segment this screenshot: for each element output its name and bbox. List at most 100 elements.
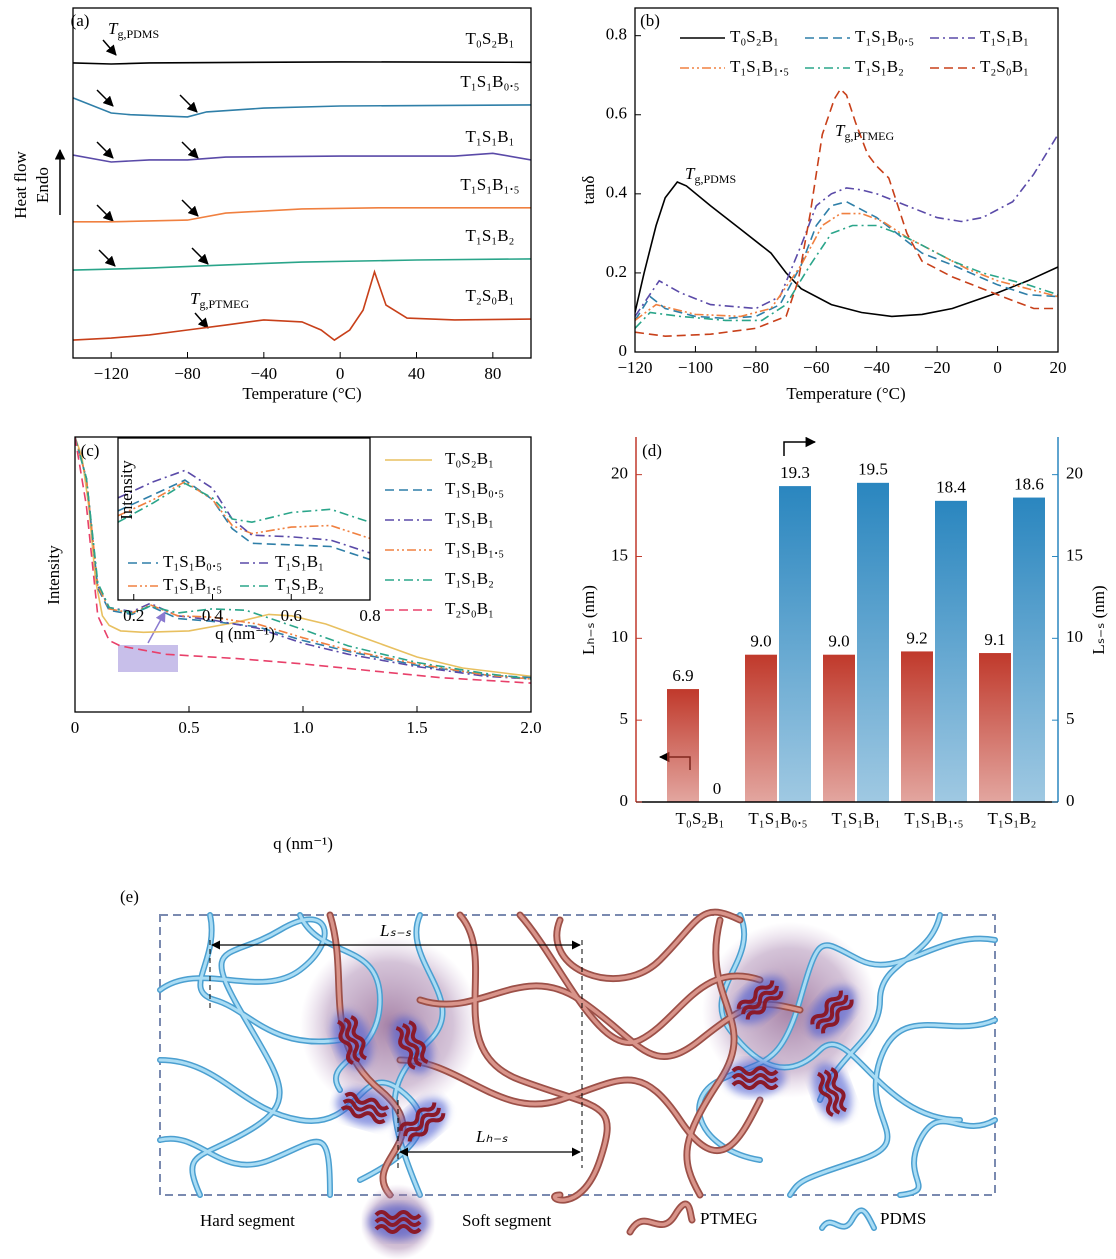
data-line (73, 207, 531, 223)
legend-label: T₁S₁B₁ (980, 27, 1029, 46)
y-tick-label: 0.4 (606, 183, 628, 202)
legend-label: Soft segment (462, 1211, 552, 1230)
x-tick-label: T₁S₁B₀.₅ (748, 809, 807, 828)
bar (979, 653, 1011, 802)
x-tick-label: 0 (993, 358, 1002, 377)
y2-tick-label: 10 (1066, 627, 1083, 646)
panel-label: (e) (120, 887, 139, 906)
series-label: T₁S₁B₁.₅ (460, 175, 519, 194)
y-tick-label: 0 (619, 341, 628, 360)
y-axis-label: Endo (33, 167, 52, 203)
panel-label: (d) (642, 441, 662, 460)
legend-label: T₁S₁B₁.₅ (445, 539, 504, 558)
series-label: T₀S₂B₁ (466, 29, 515, 48)
legend-label: T₂S₀B₁ (980, 57, 1029, 76)
x-tick-label: −100 (678, 358, 713, 377)
annotation: Tg,PDMS (685, 164, 736, 186)
series-label: T₂S₀B₁ (466, 286, 515, 305)
plot-frame (72, 7, 532, 359)
legend-label: T₁S₁B₁.₅ (163, 575, 222, 594)
bar (779, 486, 811, 802)
data-line (635, 200, 1058, 321)
arrows-a (54, 39, 209, 329)
value-label: 9.2 (906, 628, 927, 647)
bar (667, 689, 699, 802)
data-line (635, 212, 1058, 322)
series-label: T₁S₁B₂ (466, 226, 515, 245)
x-tick-label: 0 (71, 718, 80, 737)
legend-label: T₀S₂B₁ (445, 449, 494, 468)
data-line (73, 152, 531, 163)
x-tick-label: 0 (336, 364, 345, 383)
legend-label: T₁S₁B₂ (855, 57, 904, 76)
x-tick-label: 1.0 (292, 718, 313, 737)
x-axis-label: q (nm⁻¹) (215, 624, 275, 643)
annotation: Tg,PDMS (108, 19, 159, 41)
data-line (73, 258, 531, 271)
y-axis-label: Intensity (44, 545, 63, 605)
series-label: T₁S₁B₁ (466, 127, 515, 146)
value-label: 18.4 (936, 478, 966, 497)
bar (935, 500, 967, 802)
x-tick-label: T₁S₁B₁.₅ (904, 809, 963, 828)
y-tick-label: 0.6 (606, 104, 627, 123)
x-tick-label: −120 (94, 364, 129, 383)
data-line (118, 480, 370, 540)
y-axis-label: Lₕ₋ₛ (nm) (579, 585, 598, 655)
bar (745, 654, 777, 802)
bar (823, 654, 855, 802)
dimension-label: Lₛ₋ₛ (379, 921, 412, 940)
data-line (118, 479, 370, 561)
x-tick-label: −40 (863, 358, 890, 377)
value-label: 9.0 (750, 632, 771, 651)
bar (901, 651, 933, 802)
legend-label: T₂S₀B₁ (445, 599, 494, 618)
panel-label: (b) (640, 11, 660, 30)
data-line (75, 437, 531, 678)
network-diagram: Lₛ₋ₛ Lₕ₋ₛ (e) (120, 887, 998, 1204)
legend-label: T₁S₁B₂ (445, 569, 494, 588)
y2-tick-label: 15 (1066, 545, 1083, 564)
x-tick-label: 0.4 (202, 606, 224, 625)
plot-frame (634, 7, 1059, 353)
legend-label: T₁S₁B₀.₅ (163, 552, 222, 571)
legend-label: T₁S₁B₀.₅ (445, 479, 504, 498)
y-tick-label: 10 (611, 627, 628, 646)
bar (857, 482, 889, 802)
y2-tick-label: 0 (1066, 791, 1075, 810)
x-tick-label: 2.0 (520, 718, 541, 737)
y-tick-label: 5 (620, 709, 629, 728)
y-axis-label: tanδ (579, 176, 598, 205)
legend-label: T₀S₂B₁ (730, 27, 779, 46)
x-tick-label: −20 (924, 358, 951, 377)
annotation: Tg,PTMEG (190, 289, 249, 311)
data-line (75, 437, 531, 680)
series-label: T₁S₁B₀.₅ (460, 72, 519, 91)
data-line (73, 61, 531, 65)
data-line (75, 437, 531, 680)
x-tick-label: 20 (1050, 358, 1067, 377)
y2-tick-label: 20 (1066, 464, 1083, 483)
highlight-c (118, 611, 178, 672)
value-label: 19.3 (780, 463, 810, 482)
x-axis-label: q (nm⁻¹) (273, 834, 333, 853)
x-tick-label: 80 (484, 364, 501, 383)
y-tick-label: 15 (611, 545, 628, 564)
value-label: 6.9 (672, 666, 693, 685)
data-line (635, 181, 1058, 318)
x-axis-label: Temperature (°C) (242, 384, 361, 403)
x-tick-label: T₁S₁B₁ (832, 809, 881, 828)
data-line (635, 224, 1058, 329)
panel-label: (c) (81, 441, 100, 460)
bar (1013, 497, 1045, 802)
x-axis-label: Temperature (°C) (786, 384, 905, 403)
legend-label: T₁S₁B₁ (275, 552, 324, 571)
x-tick-label: 1.5 (406, 718, 427, 737)
x-tick-label: 0.2 (123, 606, 144, 625)
legend-label: Hard segment (200, 1211, 295, 1230)
y-tick-label: 0.2 (606, 262, 627, 281)
legend-label: T₁S₁B₀.₅ (855, 27, 914, 46)
y-tick-label: 0 (620, 791, 629, 810)
x-tick-label: 0.5 (178, 718, 199, 737)
